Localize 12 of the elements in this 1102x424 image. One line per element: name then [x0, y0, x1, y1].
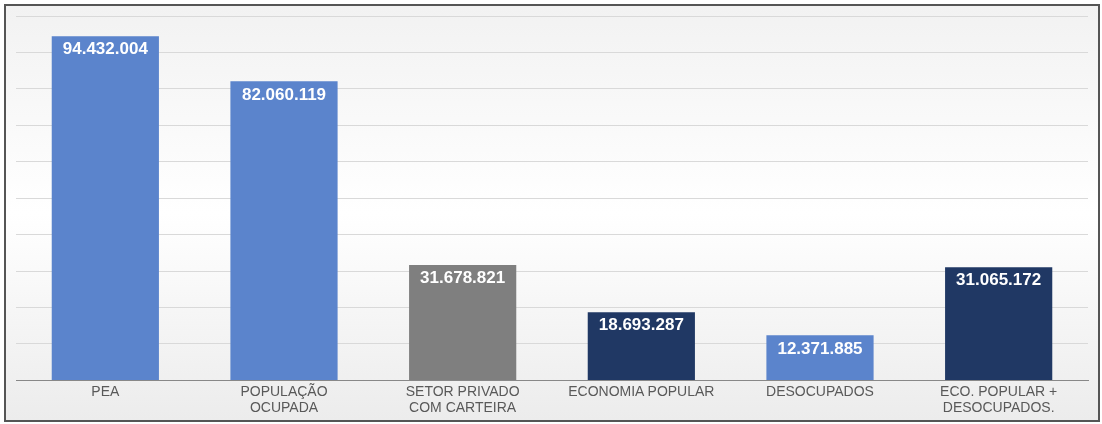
x-tick-label: DESOCUPADOS	[766, 382, 874, 399]
x-tick-label: ECONOMIA POPULAR	[568, 382, 715, 399]
data-label: 94.432.004	[62, 39, 149, 59]
data-label: 12.371.885	[777, 338, 863, 358]
x-tick-label: ECO. POPULAR + DESOCUPADOS.	[940, 382, 1058, 416]
x-tick-label: SETOR PRIVADO COM CARTEIRA	[405, 382, 520, 416]
x-tick-label: POPULAÇÃO OCUPADA	[240, 382, 328, 416]
data-label: 82.060.119	[241, 84, 327, 104]
data-label: 31.065.172	[956, 270, 1042, 290]
data-label: 18.693.287	[598, 315, 684, 335]
x-tick-label: PEA	[91, 382, 120, 399]
data-label: 31.678.821	[420, 268, 506, 288]
